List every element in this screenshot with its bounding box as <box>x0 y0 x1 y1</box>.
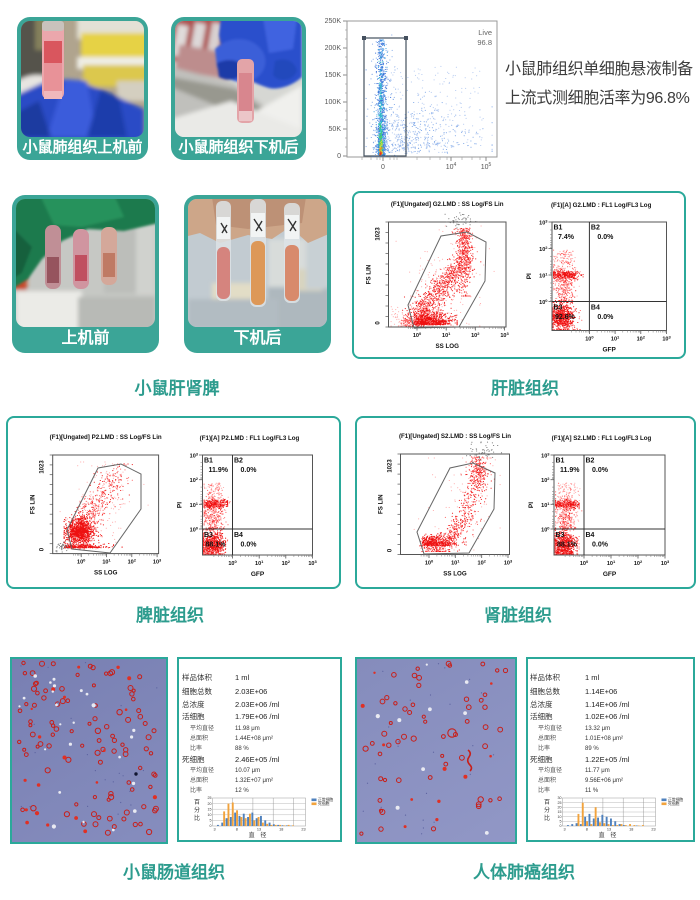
svg-text:96.8: 96.8 <box>477 38 492 47</box>
svg-text:0: 0 <box>337 153 341 160</box>
svg-text:104: 104 <box>446 162 457 171</box>
svg-text:150K: 150K <box>325 72 342 79</box>
svg-text:250K: 250K <box>325 18 342 25</box>
svg-text:Live: Live <box>478 28 492 37</box>
svg-text:200K: 200K <box>325 45 342 52</box>
svg-text:50K: 50K <box>329 126 342 133</box>
svg-text:0: 0 <box>381 164 385 171</box>
svg-text:105: 105 <box>481 162 492 171</box>
svg-text:100K: 100K <box>325 99 342 106</box>
